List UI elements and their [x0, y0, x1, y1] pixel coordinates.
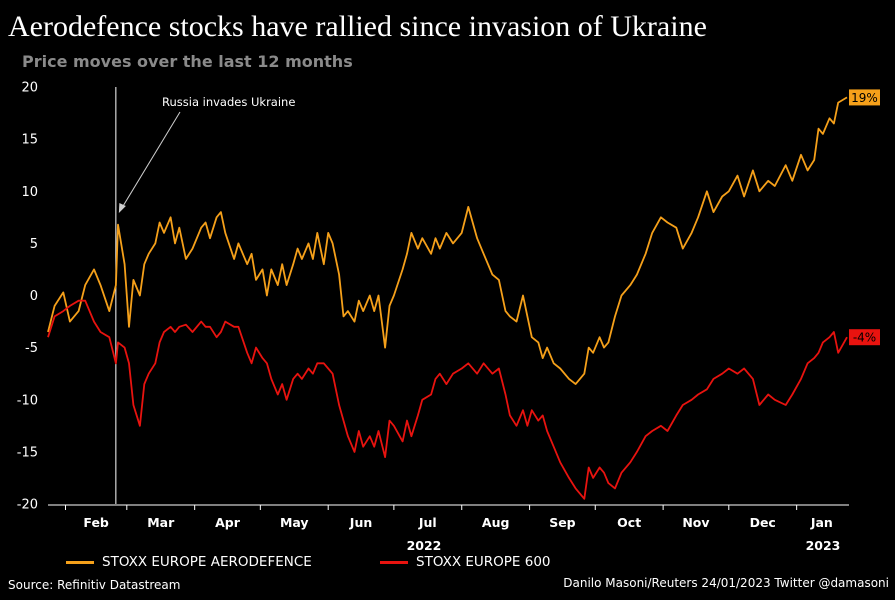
annotation-arrowhead [118, 203, 126, 213]
x-tick-label: Nov [682, 515, 709, 530]
source-note: Source: Refinitiv Datastream [8, 578, 181, 592]
legend-label-aerodefence: STOXX EUROPE AERODEFENCE [102, 554, 312, 570]
x-tick-label: Oct [617, 515, 641, 530]
x-tick-label: Dec [750, 515, 776, 530]
y-tick-label: 20 [21, 81, 38, 96]
year-label: 2022 [407, 538, 442, 553]
end-label: -4% [853, 331, 876, 345]
x-tick-label: Apr [215, 515, 241, 530]
x-tick-label: Jan [810, 515, 833, 530]
y-tick-label: 0 [30, 289, 38, 304]
y-tick-label: -10 [17, 393, 38, 408]
x-tick-label: Sep [549, 515, 575, 530]
legend-swatch-stoxx600 [380, 560, 408, 564]
x-tick-label: Jun [349, 515, 372, 530]
credit-note: Danilo Masoni/Reuters 24/01/2023 Twitter… [563, 576, 889, 590]
x-tick-label: May [280, 515, 309, 530]
end-label: 19% [851, 91, 878, 105]
chart-title: Aerodefence stocks have rallied since in… [8, 10, 707, 43]
annotation-text: Russia invades Ukraine [162, 95, 295, 109]
y-tick-label: 5 [30, 237, 38, 252]
legend-swatch-aerodefence [66, 560, 94, 564]
year-label: 2023 [806, 538, 841, 553]
y-tick-label: -15 [17, 445, 38, 460]
legend-label-stoxx600: STOXX EUROPE 600 [416, 554, 551, 570]
y-tick-label: -5 [25, 341, 38, 356]
stoxx600-line [47, 299, 848, 500]
x-tick-label: Jul [418, 515, 437, 530]
y-tick-label: 10 [21, 185, 38, 200]
legend-item-aerodefence: STOXX EUROPE AERODEFENCE [66, 554, 312, 570]
x-tick-label: Feb [83, 515, 109, 530]
annotation-arrow [121, 111, 181, 209]
y-tick-label: 15 [21, 133, 38, 148]
end-label-box [849, 329, 880, 346]
y-tick-label: -20 [17, 498, 38, 513]
legend-item-stoxx600: STOXX EUROPE 600 [380, 554, 551, 570]
x-tick-label: Aug [482, 515, 510, 530]
end-label-box [849, 89, 880, 106]
chart-subtitle: Price moves over the last 12 months [22, 52, 353, 71]
x-tick-label: Mar [147, 515, 175, 530]
aerodefence-line [47, 96, 848, 385]
